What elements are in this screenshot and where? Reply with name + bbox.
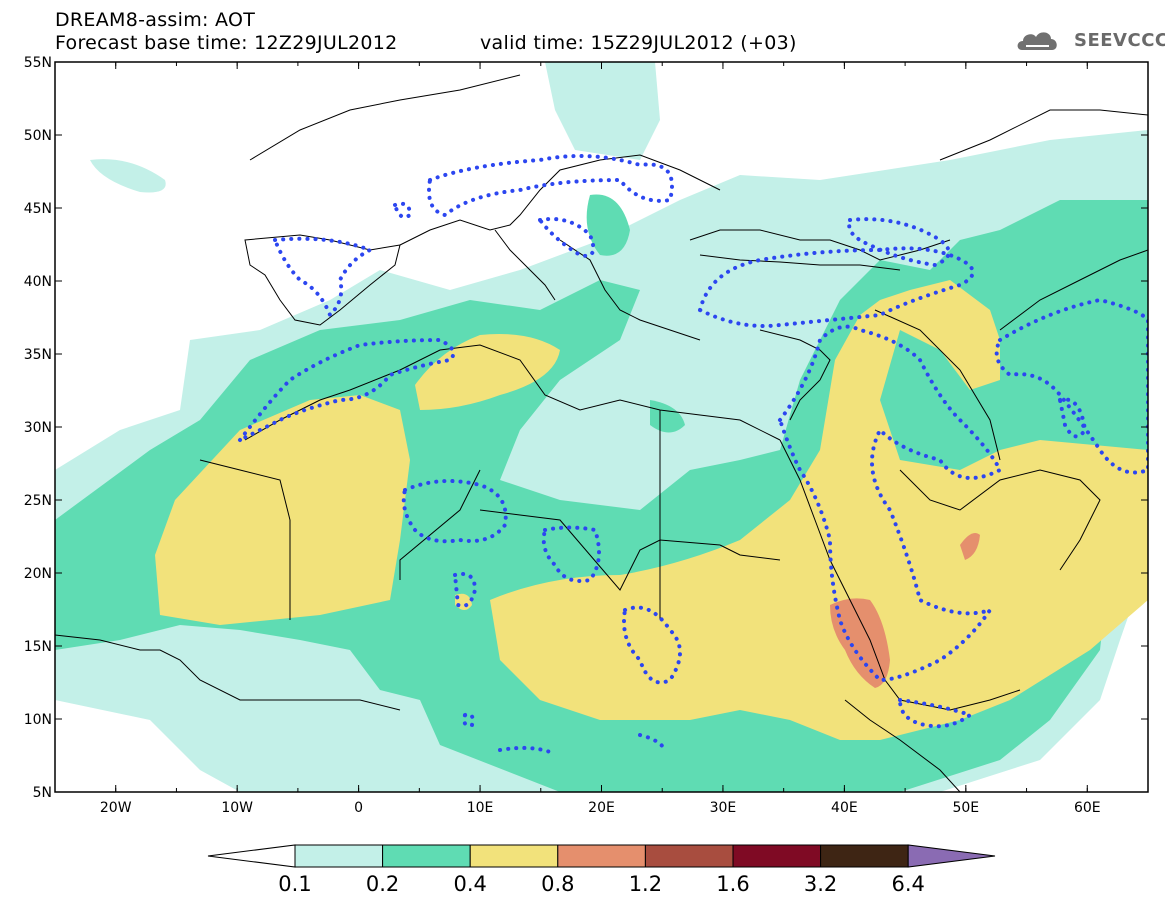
aot-band-0-8 (830, 532, 980, 688)
lat-label: 30N (24, 420, 52, 436)
valid-time: valid time: 15Z29JUL2012 (+03) (480, 32, 797, 54)
colorbar-segment (382, 844, 471, 868)
dotted-contours (238, 154, 1148, 754)
lon-label: 20E (588, 800, 615, 816)
coastlines (55, 74, 1148, 792)
colorbar-arrow-left (207, 844, 296, 868)
lat-label: 5N (33, 785, 52, 801)
colorbar-label: 0.1 (278, 872, 311, 896)
lat-label: 25N (24, 493, 52, 509)
lon-label: 50E (952, 800, 979, 816)
lat-label: 45N (24, 201, 52, 217)
colorbar-label: 6.4 (891, 872, 924, 896)
lon-label: 10W (221, 800, 253, 816)
lon-label: 60E (1074, 800, 1101, 816)
lat-label: 35N (24, 347, 52, 363)
colorbar-segment (820, 844, 909, 868)
lat-label: 40N (24, 274, 52, 290)
colorbar-segment (644, 844, 734, 868)
lat-label: 10N (24, 712, 52, 728)
forecast-base-time: Forecast base time: 12Z29JUL2012 (55, 32, 398, 54)
colorbar-segment (557, 844, 646, 868)
lon-label: 10E (467, 800, 494, 816)
lat-label: 55N (24, 55, 52, 71)
seevccc-logo: SEEVCCC (1074, 30, 1165, 51)
lon-label: 30E (710, 800, 737, 816)
lon-label: 40E (831, 800, 858, 816)
colorbar-label: 1.6 (716, 872, 749, 896)
lon-label: 20W (100, 800, 132, 816)
axis-ticks (54, 61, 1149, 793)
colorbar-segment (732, 844, 822, 868)
colorbar-label: 0.2 (366, 872, 399, 896)
colorbar-label: 0.4 (453, 872, 486, 896)
colorbar: 0.1 0.2 0.4 0.8 1.2 1.6 3.2 6.4 (207, 844, 996, 896)
colorbar-label: 0.8 (541, 872, 574, 896)
colorbar-arrow-right (907, 844, 996, 868)
lat-label: 15N (24, 639, 52, 655)
lat-label: 50N (24, 128, 52, 144)
colorbar-segment (294, 844, 384, 868)
colorbar-label: 1.2 (629, 872, 662, 896)
map-title: DREAM8-assim: AOT (55, 9, 256, 31)
lon-label: 0 (354, 800, 363, 816)
colorbar-label: 3.2 (804, 872, 837, 896)
cloud-icon (1017, 32, 1057, 50)
colorbar-segment (469, 844, 559, 868)
aot-band-0-4 (155, 280, 1148, 740)
lat-label: 20N (24, 566, 52, 582)
